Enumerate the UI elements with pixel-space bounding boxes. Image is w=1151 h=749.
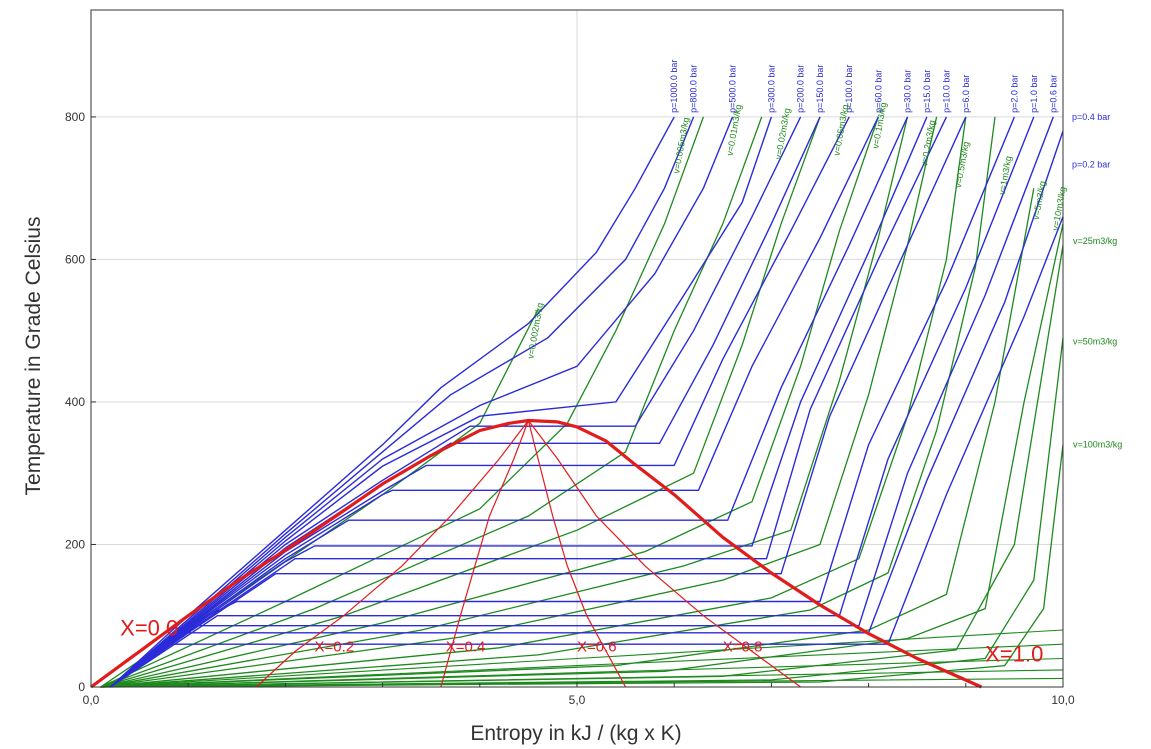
isobar-p-10-0-bar: [109, 116, 948, 688]
isochore-v-100m3-kg: [100, 444, 1064, 688]
isobar-p-800-0-bar: [109, 116, 695, 688]
quality-line-x-0-8: [527, 420, 801, 688]
isobar-label-right: p=0.2 bar: [1072, 160, 1110, 170]
saturation-curve: [90, 418, 983, 689]
isochore-label: v=0.002m3/kg: [525, 302, 545, 360]
x-axis-label: Entropy in kJ / (kg x K): [470, 722, 681, 745]
isobar-label: p=300.0 bar: [766, 65, 776, 113]
isobar-label: p=10.0 bar: [941, 70, 951, 113]
isobar-label-right: p=0.4 bar: [1072, 112, 1110, 122]
isobar-p-0-2-bar: [109, 216, 1064, 688]
x-tick-label: 10,0: [1051, 693, 1075, 707]
isobar-p-1-0-bar: [110, 116, 1035, 688]
isobar-p-200-0-bar: [109, 116, 802, 688]
quality-label: X=0.8: [723, 638, 763, 655]
y-tick-label: 0: [78, 680, 85, 694]
isobar-label: p=2.0 bar: [1009, 75, 1019, 113]
quality-lines: [255, 420, 801, 688]
isobar-label: p=1.0 bar: [1029, 75, 1039, 113]
isochore-label-right: v=25m3/kg: [1073, 236, 1117, 246]
isobar-p-100-0-bar: [109, 116, 850, 688]
isochore-v-1m3-kg: [100, 116, 996, 688]
isobar-label: p=200.0 bar: [796, 65, 806, 113]
isochore-v-0-1m3-kg: [100, 116, 909, 688]
isobar-label: p=60.0 bar: [873, 70, 883, 113]
isobar-p-150-0-bar: [109, 116, 821, 688]
grid: [91, 10, 1063, 687]
isochore-label: v=10m3/kg: [1050, 186, 1068, 231]
isochore-v-25m3-kg: [100, 245, 1064, 688]
isochore-label: v=0.5m3/kg: [953, 141, 971, 189]
isobar-p-1000-0-bar: [109, 116, 675, 688]
isobar-label: p=800.0 bar: [689, 65, 699, 113]
y-tick-label: 600: [65, 252, 85, 266]
y-tick-label: 800: [65, 110, 85, 124]
isobar-p-2-0-bar: [109, 116, 1016, 688]
isobar-label: p=100.0 bar: [844, 65, 854, 113]
isobar-label: p=15.0 bar: [922, 70, 932, 113]
x-tick-label: 0,0: [83, 693, 100, 707]
quality-label: X=0.2: [315, 638, 355, 655]
quality-label: X=1.0: [985, 641, 1043, 666]
isobar-p-60-0-bar: [109, 116, 879, 688]
y-tick-label: 400: [65, 395, 85, 409]
isochore-label: v=5m3/kg: [1031, 180, 1048, 220]
isobar-label: p=0.6 bar: [1048, 75, 1058, 113]
quality-label: X=0.4: [446, 638, 486, 655]
isochore-label: v=0.005m3/kg: [671, 117, 691, 175]
x-tick-label: 5,0: [569, 693, 586, 707]
isochore-label: v=0.02m3/kg: [773, 107, 792, 160]
quality-label: X=0.6: [577, 638, 617, 655]
isochore-v-0-01m3-kg: [100, 116, 763, 688]
saturation-dome: [90, 418, 983, 689]
y-axis-label: Temperature in Grade Celsius: [22, 217, 45, 496]
quality-line-x-0-4: [440, 420, 529, 688]
isobar-p-30-0-bar: [109, 116, 909, 688]
isobar-label: p=30.0 bar: [903, 70, 913, 113]
isochore-label-right: v=100m3/kg: [1073, 440, 1122, 450]
isobar-label: p=500.0 bar: [728, 65, 738, 113]
isochore-v-50m3-kg: [100, 337, 1064, 688]
isobar-p-300-0-bar: [109, 116, 773, 688]
isochore-label: v=0.05m3/kg: [832, 104, 851, 157]
isochore-v-5m3-kg: [100, 188, 1035, 688]
quality-label: X=0.0: [120, 616, 178, 641]
isochore-label-right: v=50m3/kg: [1073, 336, 1117, 346]
y-tick-label: 200: [65, 537, 85, 551]
isobar-label: p=6.0 bar: [961, 75, 971, 113]
isochore-v-0-5m3-kg: [100, 116, 967, 688]
quality-line-x-0-2: [255, 420, 529, 688]
quality-line-x-0-6: [527, 420, 627, 688]
isochore-v-0-05m3-kg: [100, 116, 879, 688]
isobar-p-0-4-bar: [109, 130, 1064, 688]
isobar-label: p=1000.0 bar: [669, 60, 679, 113]
tick-labels: 0 200 400 600 800 0,0 5,0 10,0: [65, 110, 1075, 707]
isochore-v-10m3-kg: [100, 223, 1064, 688]
isobar-label: p=150.0 bar: [815, 65, 825, 113]
